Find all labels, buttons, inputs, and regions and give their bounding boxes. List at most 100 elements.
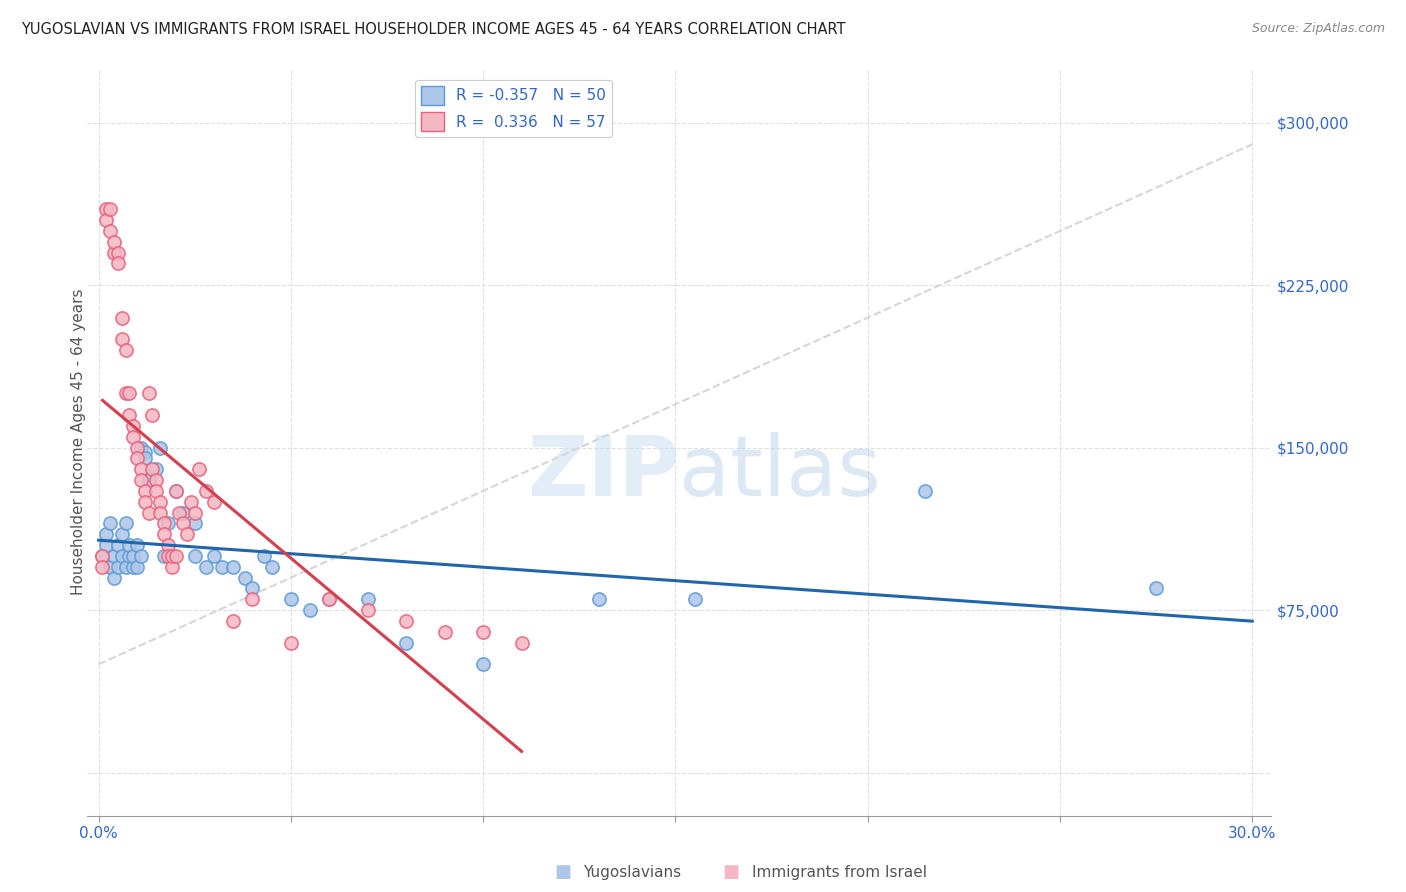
Text: YUGOSLAVIAN VS IMMIGRANTS FROM ISRAEL HOUSEHOLDER INCOME AGES 45 - 64 YEARS CORR: YUGOSLAVIAN VS IMMIGRANTS FROM ISRAEL HO… [21, 22, 845, 37]
Text: Immigrants from Israel: Immigrants from Israel [752, 865, 927, 880]
Point [134, 445, 156, 459]
Point [145, 473, 167, 487]
Text: ZIP: ZIP [527, 432, 679, 513]
Point [96, 213, 118, 227]
Point [149, 495, 172, 509]
Point [172, 506, 194, 520]
Point [914, 483, 936, 498]
Point [472, 624, 495, 639]
Point [118, 386, 141, 401]
Text: ■: ■ [554, 863, 571, 881]
Point [96, 527, 118, 541]
Point [202, 495, 225, 509]
Point [187, 462, 209, 476]
Point [125, 441, 148, 455]
Point [107, 559, 129, 574]
Point [472, 657, 495, 672]
Point [98, 202, 121, 217]
Point [122, 430, 145, 444]
Point [125, 559, 148, 574]
Point [114, 386, 136, 401]
Point [280, 592, 302, 607]
Point [141, 408, 163, 422]
Point [153, 549, 176, 563]
Point [145, 462, 167, 476]
Point [165, 483, 187, 498]
Point [96, 202, 118, 217]
Point [211, 559, 233, 574]
Point [98, 224, 121, 238]
Point [91, 549, 114, 563]
Point [184, 549, 207, 563]
Point [184, 506, 207, 520]
Point [172, 516, 194, 531]
Point [91, 559, 114, 574]
Point [165, 483, 187, 498]
Point [242, 582, 264, 596]
Point [156, 538, 179, 552]
Point [160, 559, 183, 574]
Point [165, 549, 187, 563]
Point [156, 549, 179, 563]
Point [202, 549, 225, 563]
Point [145, 483, 167, 498]
Point [318, 592, 340, 607]
Point [299, 603, 322, 617]
Point [103, 245, 125, 260]
Point [129, 462, 152, 476]
Point [138, 386, 160, 401]
Point [122, 549, 145, 563]
Point [114, 516, 136, 531]
Point [160, 549, 183, 563]
Point [683, 592, 706, 607]
Point [280, 635, 302, 649]
Point [111, 332, 134, 346]
Point [1144, 582, 1167, 596]
Point [118, 538, 141, 552]
Point [253, 549, 276, 563]
Point [91, 549, 114, 563]
Point [107, 245, 129, 260]
Point [153, 516, 176, 531]
Point [180, 495, 202, 509]
Point [149, 506, 172, 520]
Point [107, 256, 129, 270]
Point [122, 419, 145, 434]
Point [114, 559, 136, 574]
Point [233, 571, 256, 585]
Point [111, 310, 134, 325]
Legend: R = -0.357   N = 50, R =  0.336   N = 57: R = -0.357 N = 50, R = 0.336 N = 57 [415, 80, 612, 137]
Point [134, 483, 156, 498]
Text: Yugoslavians: Yugoslavians [583, 865, 682, 880]
Point [125, 538, 148, 552]
Point [169, 506, 191, 520]
Point [260, 559, 283, 574]
Point [242, 592, 264, 607]
Text: Source: ZipAtlas.com: Source: ZipAtlas.com [1251, 22, 1385, 36]
Point [111, 527, 134, 541]
Point [138, 506, 160, 520]
Point [118, 408, 141, 422]
Point [98, 516, 121, 531]
Point [588, 592, 610, 607]
Point [395, 635, 418, 649]
Point [103, 235, 125, 249]
Point [149, 441, 172, 455]
Point [103, 549, 125, 563]
Point [195, 483, 218, 498]
Point [433, 624, 456, 639]
Point [96, 538, 118, 552]
Point [222, 614, 245, 628]
Point [125, 451, 148, 466]
Point [184, 516, 207, 531]
Point [98, 559, 121, 574]
Point [107, 538, 129, 552]
Point [134, 451, 156, 466]
Point [114, 343, 136, 358]
Point [138, 473, 160, 487]
Point [118, 549, 141, 563]
Point [395, 614, 418, 628]
Point [129, 441, 152, 455]
Text: atlas: atlas [679, 432, 882, 513]
Point [195, 559, 218, 574]
